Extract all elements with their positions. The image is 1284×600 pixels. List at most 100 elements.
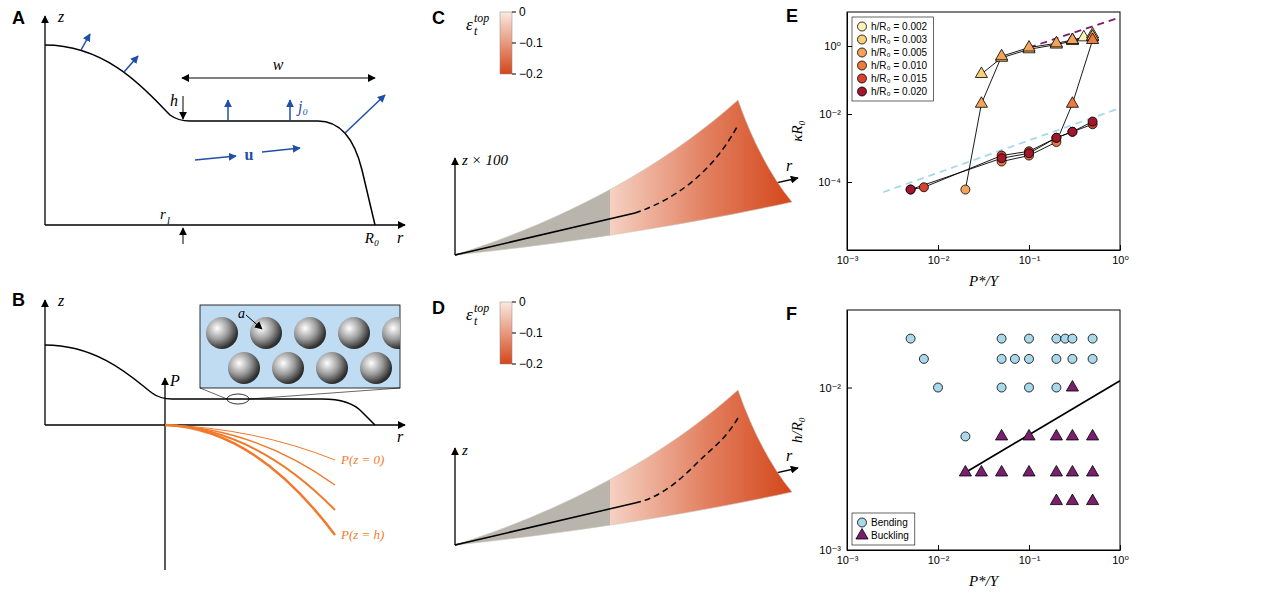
particle — [360, 352, 392, 384]
particles — [206, 317, 400, 384]
data-point — [1023, 465, 1035, 476]
flux-arrow — [81, 34, 90, 50]
data-point — [1010, 354, 1019, 363]
inset — [200, 305, 400, 388]
data-point — [1050, 465, 1062, 476]
particle — [206, 317, 238, 349]
label: a — [238, 306, 245, 321]
colorbar-title: t — [474, 24, 478, 38]
colorbar-tick-label: −0.1 — [519, 36, 543, 50]
data-point — [975, 97, 987, 108]
tick-label: 10⁻² — [819, 382, 841, 394]
colorbar-tick-label: −0.2 — [519, 357, 543, 371]
colorbar — [500, 12, 512, 74]
contact-line — [455, 213, 635, 255]
panel-letter: D — [432, 298, 445, 318]
data-point — [1068, 127, 1077, 136]
x-tick: 10⁻¹ — [1019, 245, 1041, 266]
tick-label: 10⁰ — [824, 40, 841, 52]
data-point — [1025, 334, 1034, 343]
flux-arrow — [289, 100, 291, 120]
label: P — [169, 372, 180, 389]
tick-label: 10⁰ — [1112, 554, 1129, 566]
legend: h/R₀ = 0.002h/R₀ = 0.003h/R₀ = 0.005h/R₀… — [852, 17, 934, 101]
figure: Azrwhj₀urlR₀BP(z = 0)P(z = h)azrPC0−0.1−… — [0, 0, 1284, 600]
panel-b: BP(z = 0)P(z = h)azrP — [12, 290, 414, 570]
label: w — [273, 56, 284, 73]
data-point — [934, 383, 943, 392]
data-point — [1050, 429, 1062, 440]
label: u — [245, 146, 254, 163]
z-axis — [44, 300, 45, 425]
velocity-arrow — [195, 156, 236, 160]
data-point — [1052, 133, 1061, 142]
contact-line-dashed — [635, 125, 738, 213]
guide-line — [965, 381, 1120, 473]
tick-mark — [847, 388, 852, 389]
plot-frame — [847, 12, 1120, 250]
colorbar-tick — [512, 12, 516, 13]
z-axis — [44, 16, 45, 225]
contact-line — [455, 503, 635, 545]
data-point — [919, 354, 928, 363]
data-point — [1066, 465, 1078, 476]
guide-line — [883, 108, 1120, 192]
data-point — [1087, 33, 1099, 44]
legend-box — [852, 17, 934, 101]
data-point — [1025, 149, 1034, 158]
x-tick: 10⁰ — [1112, 245, 1129, 266]
data-point — [1066, 97, 1078, 108]
legend-label: Bending — [871, 517, 908, 528]
legend: BendingBuckling — [852, 513, 915, 545]
label: r — [160, 206, 166, 222]
particle — [250, 317, 282, 349]
label: r — [397, 428, 404, 445]
x-tick: 10⁻¹ — [1019, 545, 1041, 566]
label: h — [170, 92, 178, 109]
legend-label: h/R₀ = 0.015 — [871, 73, 928, 84]
tick-label: 10⁻³ — [837, 254, 859, 266]
tick-label: 10⁻² — [819, 108, 841, 120]
tick-label: 10⁻³ — [819, 544, 841, 556]
data-point — [996, 429, 1008, 440]
particle — [272, 352, 304, 384]
colorbar-tick — [512, 43, 516, 44]
data-point — [1066, 381, 1078, 392]
data-point — [961, 185, 970, 194]
x-tick: 10⁻² — [928, 245, 950, 266]
x-axis-title: P*/Y — [968, 273, 1000, 289]
data-point — [961, 432, 970, 441]
tick-label: 10⁻¹ — [1019, 254, 1041, 266]
label: r — [397, 229, 404, 246]
thickness-arrow — [183, 96, 184, 119]
z-axis — [454, 158, 455, 255]
data-point — [1025, 383, 1034, 392]
label: R₀ — [364, 230, 379, 246]
data-point — [1050, 494, 1062, 505]
tick-label: 10⁻¹ — [1019, 554, 1041, 566]
label: z — [57, 292, 65, 309]
colorbar — [500, 302, 512, 364]
tick-mark — [847, 182, 852, 183]
colorbar-tick-label: 0 — [519, 295, 526, 309]
data-point — [919, 183, 928, 192]
data-point — [1052, 334, 1061, 343]
series-line — [911, 122, 1093, 190]
surface — [455, 390, 792, 545]
panel-letter: A — [12, 8, 25, 28]
data-point — [997, 354, 1006, 363]
data-point — [997, 383, 1006, 392]
droplet-profile — [45, 45, 375, 225]
panel-d: D0−0.1−0.2εttopzr — [432, 295, 798, 545]
pressure-curve — [165, 425, 335, 485]
data-point — [1068, 127, 1077, 136]
legend-label: h/R₀ = 0.010 — [871, 60, 928, 71]
label: r — [786, 157, 793, 174]
y-axis-title: κR₀ — [789, 120, 805, 142]
magnifier-line — [200, 388, 227, 399]
colorbar-tick-label: 0 — [519, 5, 526, 19]
z-axis — [454, 448, 455, 545]
pressure-curve — [165, 425, 335, 510]
tick-mark — [847, 46, 852, 47]
r-axis — [45, 224, 405, 225]
